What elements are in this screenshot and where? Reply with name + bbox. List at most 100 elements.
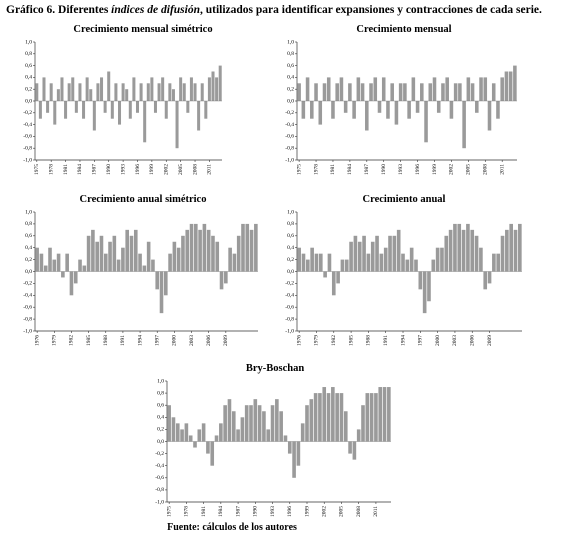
bar [164, 101, 168, 119]
bar [418, 271, 423, 290]
y-tick-label: 0,4 [287, 245, 294, 251]
bar [475, 101, 479, 113]
bar [82, 101, 86, 119]
x-tick-label: 1984 [347, 164, 353, 175]
bar [219, 271, 224, 290]
bar [470, 229, 475, 272]
x-tick-label: 2009 [223, 335, 229, 346]
y-tick-label: 0,4 [25, 245, 32, 251]
bar [349, 241, 353, 272]
x-tick-label: 1990 [253, 506, 259, 517]
bar [428, 83, 433, 101]
bar [353, 235, 358, 272]
y-tick-label: 0,4 [287, 75, 294, 81]
bar [249, 229, 254, 272]
bar [146, 241, 151, 272]
y-tick-label: 0,6 [287, 63, 294, 69]
bar [365, 393, 370, 442]
bar [440, 247, 444, 272]
bar [461, 229, 466, 272]
y-tick-label: 1,0 [157, 378, 164, 384]
x-tick-label: 1994 [137, 335, 143, 346]
chart-title: Bry-Boschan [246, 363, 305, 374]
y-tick-label: -1,0 [155, 499, 164, 505]
x-tick-label: 1993 [398, 164, 404, 175]
bar [206, 441, 210, 454]
bar [116, 259, 121, 272]
bar [53, 101, 57, 125]
x-tick-label: 1978 [313, 164, 319, 175]
x-tick-label: 2011 [207, 164, 213, 175]
bar [241, 223, 245, 272]
bar [414, 259, 418, 272]
bar [206, 229, 211, 272]
bar [232, 253, 237, 272]
bar [35, 247, 39, 272]
bar [305, 405, 309, 442]
bar [427, 271, 431, 302]
bar [297, 83, 301, 101]
bar [444, 235, 449, 272]
bar [99, 235, 104, 272]
x-tick-label: 1994 [400, 335, 406, 346]
bar [253, 399, 258, 442]
y-tick-label: 0,0 [25, 269, 32, 275]
y-tick-label: 0,8 [287, 221, 294, 227]
bar [117, 101, 122, 125]
bar [348, 83, 352, 101]
bar [155, 271, 160, 290]
y-tick-label: -0,4 [285, 293, 294, 299]
bar [143, 101, 147, 143]
bar [112, 235, 117, 272]
x-tick-label: 1981 [63, 164, 69, 175]
bar [223, 405, 227, 442]
x-tick-label: 1997 [418, 335, 424, 346]
bar [296, 441, 301, 466]
y-tick-label: 0,4 [157, 415, 164, 421]
bar [356, 77, 361, 101]
bar [257, 405, 262, 442]
x-tick-label: 1981 [330, 164, 336, 175]
bar [61, 271, 65, 278]
bar [108, 241, 112, 272]
x-tick-label: 1988 [103, 335, 109, 346]
bar [390, 83, 394, 101]
bar [215, 241, 220, 272]
bar [107, 71, 111, 101]
bar [326, 77, 331, 101]
y-tick-label: 0,8 [25, 221, 32, 227]
x-tick-label: 1991 [383, 335, 389, 346]
bar [352, 441, 357, 460]
bar [343, 411, 348, 442]
bar [92, 101, 96, 131]
bar [318, 101, 323, 125]
x-tick-label: 2003 [189, 335, 195, 346]
bar [398, 83, 403, 101]
bar [344, 259, 349, 272]
x-tick-label: 2002 [449, 164, 455, 175]
bar [500, 77, 504, 101]
chart-title: Crecimiento anual simétrico [80, 194, 207, 205]
bar [339, 393, 344, 442]
y-tick-label: -0,2 [285, 110, 294, 116]
bar [448, 229, 453, 272]
y-tick-label: 0,6 [25, 63, 32, 69]
bar [270, 405, 275, 442]
bar [365, 101, 369, 131]
y-tick-label: 0,2 [25, 257, 32, 263]
y-tick-label: -0,6 [155, 475, 164, 481]
bar [146, 83, 150, 101]
bar [95, 241, 99, 272]
bar [292, 441, 296, 478]
bar [431, 259, 436, 272]
x-tick-label: 1991 [120, 335, 126, 346]
bar [318, 393, 322, 442]
bar [266, 429, 271, 442]
y-tick-label: 0,6 [157, 402, 164, 408]
bar [64, 101, 68, 119]
bar [331, 271, 336, 296]
x-tick-label: 1999 [432, 164, 438, 175]
bar [387, 387, 391, 442]
bar [171, 417, 176, 442]
x-tick-label: 2008 [192, 164, 198, 175]
